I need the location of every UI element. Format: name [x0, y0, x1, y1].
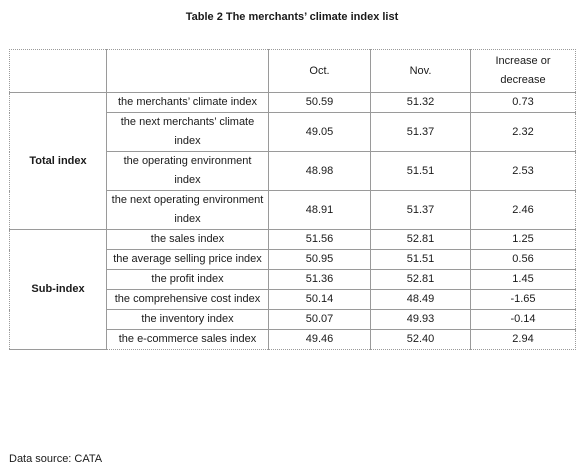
oct-value: 48.91 — [268, 190, 371, 230]
group-label: Total index — [9, 92, 107, 230]
data-source: Data source: CATA — [9, 453, 103, 465]
nov-value: 51.37 — [370, 190, 471, 230]
table-row: the average selling price index 50.95 51.5… — [10, 249, 576, 270]
nov-value: 52.40 — [370, 329, 471, 350]
table-row: the next merchants’ climate index 49.05 51… — [10, 112, 576, 152]
table-row: the operating environment index 48.98 51.5… — [10, 151, 576, 191]
change-value: 0.73 — [470, 92, 576, 113]
change-value: -0.14 — [470, 309, 576, 330]
nov-value: 52.81 — [370, 269, 471, 290]
header-nov: Nov. — [370, 49, 471, 93]
row-label: the comprehensive cost index — [106, 289, 269, 310]
header-row: Oct. Nov. Increase or decrease — [9, 49, 576, 93]
nov-value: 51.51 — [370, 249, 471, 270]
change-value: 1.25 — [470, 229, 576, 250]
change-value: 1.45 — [470, 269, 576, 290]
nov-value: 52.81 — [370, 229, 471, 250]
row-label: the inventory index — [106, 309, 269, 330]
oct-value: 50.95 — [268, 249, 371, 270]
header-change: Increase or decrease — [470, 49, 576, 93]
table-row: Total index the merchants’ climate index 5… — [9, 92, 576, 230]
oct-value: 48.98 — [268, 151, 371, 191]
climate-index-table: Oct. Nov. Increase or decrease Total ind… — [9, 49, 576, 350]
nov-value: 48.49 — [370, 289, 471, 310]
oct-value: 50.07 — [268, 309, 371, 330]
row-label: the e-commerce sales index — [106, 329, 269, 350]
oct-value: 50.59 — [268, 92, 371, 113]
change-value: 2.94 — [470, 329, 576, 350]
nov-value: 51.51 — [370, 151, 471, 191]
row-label: the merchants’ climate index — [106, 92, 269, 113]
table-row: the e-commerce sales index 49.46 52.40 2.94 — [10, 329, 576, 350]
oct-value: 51.36 — [268, 269, 371, 290]
change-value: -1.65 — [470, 289, 576, 310]
table-title: Table 2 The merchants’ climate index lis… — [185, 11, 399, 23]
table-row: the profit index 51.36 52.81 1.45 — [10, 269, 576, 290]
oct-value: 49.05 — [268, 112, 371, 152]
change-value: 2.32 — [470, 112, 576, 152]
table-row: the next operating environment index 48.9… — [10, 190, 576, 230]
row-label: the average selling price index — [106, 249, 269, 270]
row-label: the next merchants’ climate index — [106, 112, 269, 152]
row-label: the next operating environment index — [106, 190, 269, 230]
change-value: 2.46 — [470, 190, 576, 230]
nov-value: 49.93 — [370, 309, 471, 330]
oct-value: 49.46 — [268, 329, 371, 350]
oct-value: 50.14 — [268, 289, 371, 310]
header-group-cell — [9, 49, 107, 93]
change-value: 2.53 — [470, 151, 576, 191]
header-oct: Oct. — [268, 49, 371, 93]
nov-value: 51.32 — [370, 92, 471, 113]
table-row: Sub-index the sales index 51.56 52.81 1.25 — [9, 229, 576, 350]
nov-value: 51.37 — [370, 112, 471, 152]
row-label: the operating environment index — [106, 151, 269, 191]
header-item-cell — [106, 49, 269, 93]
row-label: the sales index — [106, 229, 269, 250]
oct-value: 51.56 — [268, 229, 371, 250]
table-body: Oct. Nov. Increase or decrease Total ind… — [9, 49, 576, 350]
group-label: Sub-index — [9, 229, 107, 350]
change-value: 0.56 — [470, 249, 576, 270]
row-label: the profit index — [106, 269, 269, 290]
